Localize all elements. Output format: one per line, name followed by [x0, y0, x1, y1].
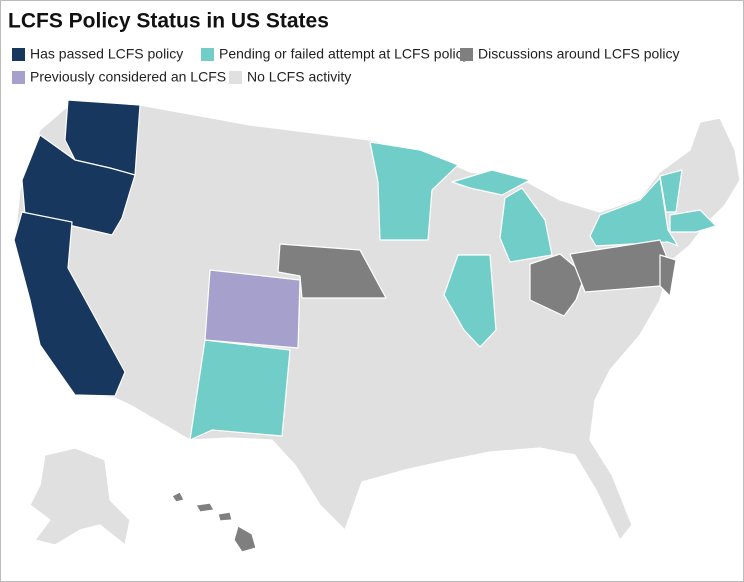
legend-label: Discussions around LCFS policy: [478, 46, 680, 62]
hawaii: [171, 491, 185, 503]
legend-swatch: [12, 48, 25, 61]
state: [499, 187, 553, 263]
legend-swatch: [229, 71, 242, 84]
legend-label: Previously considered an LCFS: [30, 69, 226, 85]
us-map: [13, 99, 741, 553]
state: [369, 141, 459, 241]
legend-swatch: [460, 48, 473, 61]
state: [21, 134, 136, 236]
state: [204, 269, 301, 349]
state: [189, 339, 291, 441]
state: [443, 254, 497, 348]
state: [451, 169, 531, 196]
legend-label: No LCFS activity: [247, 69, 351, 85]
legend-swatch: [201, 48, 214, 61]
state: [589, 177, 679, 247]
legend-label: Has passed LCFS policy: [30, 46, 183, 62]
state: [277, 243, 387, 299]
title: LCFS Policy Status in US States: [8, 10, 329, 33]
state: [659, 169, 683, 213]
state: [659, 254, 677, 297]
hawaii: [233, 525, 257, 553]
legend-label: Pending or failed attempt at LCFS policy: [219, 46, 470, 62]
state: [669, 209, 717, 233]
hawaii: [217, 511, 233, 522]
state: [529, 253, 586, 317]
alaska: [29, 447, 131, 546]
legend-swatch: [12, 71, 25, 84]
hawaii: [195, 502, 215, 513]
state: [13, 211, 126, 397]
